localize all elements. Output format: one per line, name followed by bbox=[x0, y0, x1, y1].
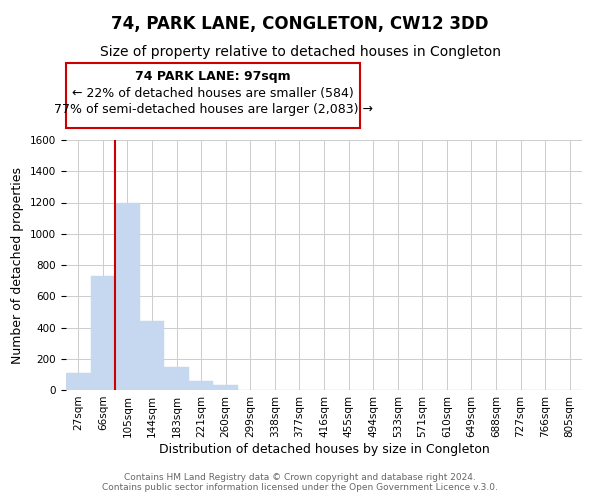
Y-axis label: Number of detached properties: Number of detached properties bbox=[11, 166, 25, 364]
Bar bbox=[189, 380, 214, 390]
Text: 77% of semi-detached houses are larger (2,083) →: 77% of semi-detached houses are larger (… bbox=[53, 103, 373, 116]
Bar bbox=[91, 276, 115, 390]
Text: Size of property relative to detached houses in Congleton: Size of property relative to detached ho… bbox=[100, 45, 500, 59]
Bar bbox=[214, 384, 238, 390]
Bar bbox=[115, 202, 140, 390]
Bar bbox=[164, 368, 189, 390]
Text: ← 22% of detached houses are smaller (584): ← 22% of detached houses are smaller (58… bbox=[72, 86, 354, 100]
Text: Contains public sector information licensed under the Open Government Licence v.: Contains public sector information licen… bbox=[102, 484, 498, 492]
Bar bbox=[66, 373, 91, 390]
X-axis label: Distribution of detached houses by size in Congleton: Distribution of detached houses by size … bbox=[158, 442, 490, 456]
Text: 74, PARK LANE, CONGLETON, CW12 3DD: 74, PARK LANE, CONGLETON, CW12 3DD bbox=[111, 15, 489, 33]
Bar bbox=[140, 322, 164, 390]
Text: Contains HM Land Registry data © Crown copyright and database right 2024.: Contains HM Land Registry data © Crown c… bbox=[124, 474, 476, 482]
Text: 74 PARK LANE: 97sqm: 74 PARK LANE: 97sqm bbox=[135, 70, 291, 83]
